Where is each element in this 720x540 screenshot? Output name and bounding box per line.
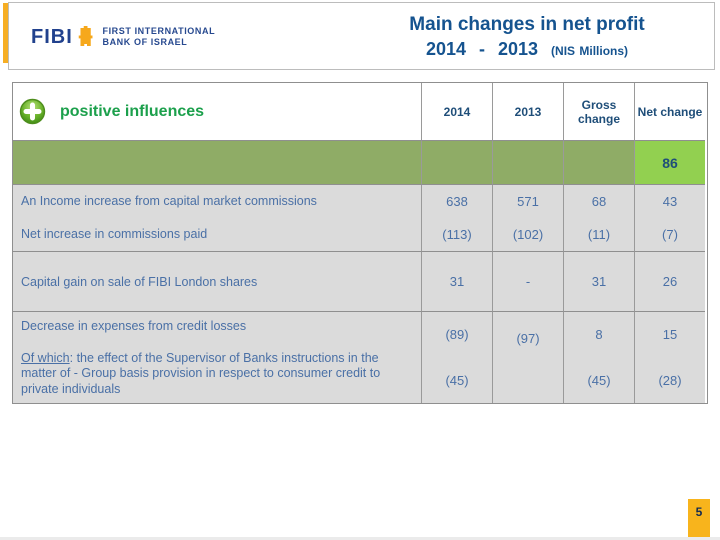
value: (7) xyxy=(662,227,678,242)
values-2014: 638 (113) xyxy=(421,184,492,251)
value: (102) xyxy=(512,227,544,242)
value-2014: 31 xyxy=(421,251,492,311)
slide-bottom-edge xyxy=(0,537,720,540)
column-header-gross-change: Gross change xyxy=(563,83,634,140)
values-gross: 68 (11) xyxy=(563,184,634,251)
bank-name-line2: BANK OF ISRAEL xyxy=(102,37,188,47)
values-net: 43 (7) xyxy=(634,184,705,251)
row-label-capital-gain: Capital gain on sale of FIBI London shar… xyxy=(13,251,421,311)
value: 638 xyxy=(446,194,468,209)
value: (97) xyxy=(516,331,540,346)
title-line1: Main changes in net profit xyxy=(409,14,645,35)
row-labels-credit-losses: Decrease in expenses from credit losses … xyxy=(13,311,421,403)
title-line2: 2014 - 2013 (NIS Millions) xyxy=(362,37,692,63)
values-2013: 571 (102) xyxy=(492,184,563,251)
summary-band-2013-cell xyxy=(492,140,563,184)
summary-band-label-cell xyxy=(13,140,421,184)
row-label-of-which: Of which: the effect of the Supervisor o… xyxy=(21,350,381,396)
column-header-2014: 2014 xyxy=(421,83,492,140)
value: (113) xyxy=(442,227,472,242)
value: (89) xyxy=(445,327,469,343)
column-header-2013: 2013 xyxy=(492,83,563,140)
slide-header: FIBI Ɨ​ Ɨ Ɨ FIRST INTERNATIONAL BANK OF IS… xyxy=(8,2,715,70)
page-number: 5 xyxy=(695,505,703,519)
column-header-net-change: Net change xyxy=(634,83,705,140)
value: 43 xyxy=(662,194,678,209)
values-net: 15 (28) xyxy=(634,311,705,403)
value: 8 xyxy=(595,327,603,343)
bank-name: FIRST INTERNATIONAL BANK OF ISRAEL xyxy=(102,26,215,48)
value-net: 26 xyxy=(634,251,705,311)
value: (45) xyxy=(587,372,611,388)
value: 571 xyxy=(517,194,539,209)
row-label: Decrease in expenses from credit losses xyxy=(21,319,247,333)
value-2013: - xyxy=(492,251,563,311)
fibi-logo-text: FIBI xyxy=(31,25,73,48)
value-gross: 31 xyxy=(563,251,634,311)
section-title: positive influences xyxy=(60,102,205,120)
title-years: 2014 - 2013 xyxy=(425,39,539,59)
value: 15 xyxy=(662,327,678,343)
row-labels-commissions: An Income increase from capital market c… xyxy=(13,184,421,251)
page-number-tag: 5 xyxy=(688,499,710,537)
fibi-waves-icon: Ɨ​ Ɨ Ɨ xyxy=(78,20,93,52)
fibi-logo: FIBI Ɨ​ Ɨ Ɨ FIRST INTERNATIONAL BANK OF IS… xyxy=(31,15,215,59)
value: (11) xyxy=(587,227,611,242)
row-label: Capital gain on sale of FIBI London shar… xyxy=(21,274,258,289)
value: (45) xyxy=(445,372,469,388)
summary-band-gross-cell xyxy=(563,140,634,184)
values-2013: (97) xyxy=(492,311,563,403)
values-gross: 8 (45) xyxy=(563,311,634,403)
slide-title: Main changes in net profit 2014 - 2013 (… xyxy=(362,13,692,63)
values-2014: (89) (45) xyxy=(421,311,492,403)
value: (28) xyxy=(658,372,682,388)
changes-table: positive influences 2014 2013 Gross chan… xyxy=(12,82,708,404)
value: 68 xyxy=(591,194,607,209)
bank-name-line1: FIRST INTERNATIONAL xyxy=(102,26,216,36)
row-label: An Income increase from capital market c… xyxy=(21,194,317,208)
plus-icon xyxy=(19,98,46,125)
summary-band-2014-cell xyxy=(421,140,492,184)
row-label: Net increase in commissions paid xyxy=(21,227,208,241)
summary-net-change-value: 86 xyxy=(634,140,705,184)
title-units: (NIS Millions) xyxy=(551,44,629,58)
section-header-cell: positive influences xyxy=(13,83,421,140)
